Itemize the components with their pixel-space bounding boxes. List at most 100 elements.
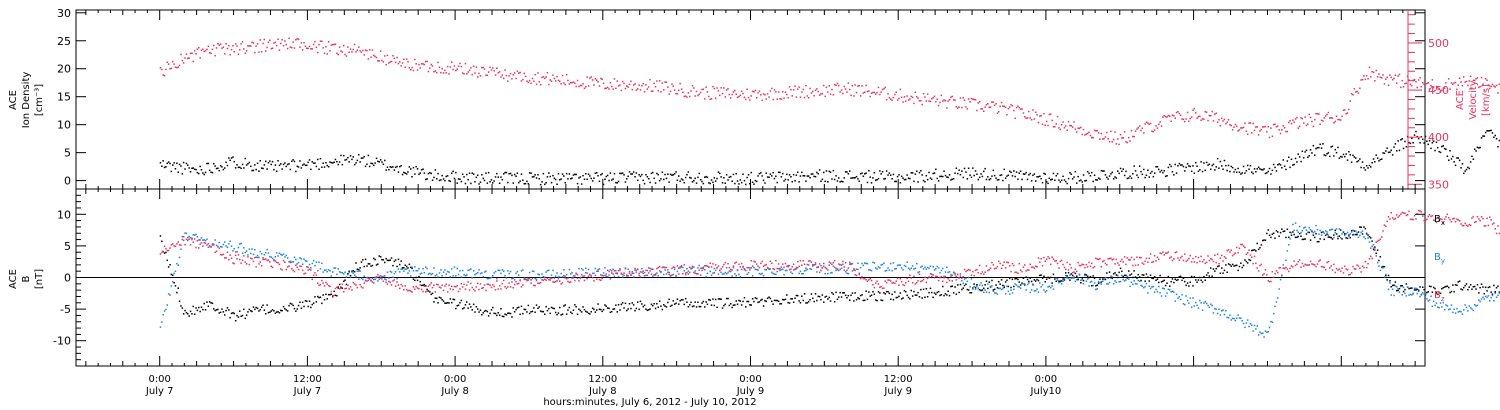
density-point [650, 172, 653, 175]
density-point [1376, 157, 1379, 159]
velocity-point [959, 97, 962, 99]
density-point [1339, 155, 1342, 158]
velocity-point [693, 87, 695, 89]
density-point [161, 165, 163, 167]
density-point [936, 177, 938, 180]
bx-point [531, 310, 534, 313]
bx-point [947, 290, 949, 292]
bx-point [182, 313, 185, 315]
bx-point [907, 296, 910, 299]
velocity-point [1143, 132, 1145, 134]
bx-point [1364, 227, 1367, 230]
bx-point [739, 300, 742, 302]
velocity-point [1370, 76, 1372, 78]
velocity-point [1136, 128, 1138, 130]
bx-point [1066, 275, 1068, 277]
velocity-point [1474, 79, 1476, 82]
velocity-point [624, 87, 627, 90]
velocity-point [422, 63, 424, 65]
bx-point [459, 302, 461, 304]
bx-point [693, 305, 695, 307]
velocity-point [921, 103, 923, 106]
density-point [1045, 181, 1048, 183]
bx-point [187, 313, 189, 315]
velocity-point [570, 81, 572, 84]
density-point [256, 162, 259, 164]
density-point [977, 178, 979, 181]
velocity-point [172, 60, 174, 63]
density-point [1452, 155, 1454, 158]
velocity-point [660, 91, 662, 93]
velocity-point [282, 45, 285, 47]
bx-point [870, 294, 873, 296]
bx-point [466, 301, 468, 303]
density-point [922, 179, 925, 182]
bx-point [1052, 273, 1055, 276]
velocity-point [1416, 86, 1418, 89]
density-point [1170, 165, 1172, 168]
bx-point [876, 299, 878, 302]
density-point [1103, 170, 1105, 172]
velocity-point [203, 50, 205, 53]
bx-point [1058, 280, 1060, 282]
bx-point [1115, 274, 1118, 276]
bx-point [1262, 239, 1264, 242]
density-point [1129, 175, 1131, 177]
bx-point [222, 311, 225, 313]
density-point [224, 167, 226, 169]
density-point [415, 165, 417, 168]
density-point [884, 177, 886, 180]
bx-point [955, 293, 958, 295]
density-point [1210, 168, 1212, 170]
bx-point [202, 308, 204, 311]
density-point [984, 167, 986, 170]
density-point [1051, 178, 1053, 180]
bx-point [451, 301, 453, 304]
density-point [520, 173, 523, 175]
bx-point [431, 292, 434, 295]
bx-point [1463, 286, 1465, 289]
velocity-point [1285, 130, 1287, 133]
density-point [710, 179, 713, 181]
velocity-point [311, 48, 313, 50]
velocity-point [215, 47, 218, 49]
bx-point [1111, 277, 1113, 280]
bx-point [193, 313, 196, 315]
velocity-point [1244, 122, 1246, 124]
velocity-point [844, 88, 847, 90]
bx-point [1097, 282, 1100, 285]
velocity-point [1282, 125, 1284, 127]
density-point [933, 172, 936, 174]
bx-point [821, 294, 824, 296]
velocity-point [286, 47, 289, 50]
velocity-point [709, 98, 711, 100]
bx-point [1394, 281, 1397, 283]
velocity-point [251, 41, 253, 44]
velocity-point [1487, 84, 1490, 86]
velocity-point [926, 93, 929, 95]
density-point [515, 175, 517, 177]
density-point [714, 180, 717, 182]
density-point [382, 163, 385, 165]
velocity-point [1376, 76, 1379, 78]
bx-point [587, 312, 590, 315]
density-point [226, 164, 229, 167]
density-point [999, 174, 1001, 177]
density-point [299, 160, 301, 162]
bx-point [1096, 284, 1098, 286]
velocity-point [719, 94, 721, 97]
velocity-point [1422, 82, 1424, 84]
bx-point [1082, 279, 1085, 282]
bx-point [419, 280, 421, 283]
bx-point [1215, 267, 1217, 270]
density-point [668, 181, 670, 183]
velocity-point [786, 93, 788, 96]
velocity-point [508, 75, 510, 77]
velocity-point [1457, 84, 1459, 86]
density-point [894, 180, 896, 183]
density-point [1498, 139, 1500, 142]
density-point [548, 172, 550, 174]
bx-point [483, 310, 486, 312]
bx-point [497, 312, 499, 314]
velocity-point [1169, 115, 1171, 117]
